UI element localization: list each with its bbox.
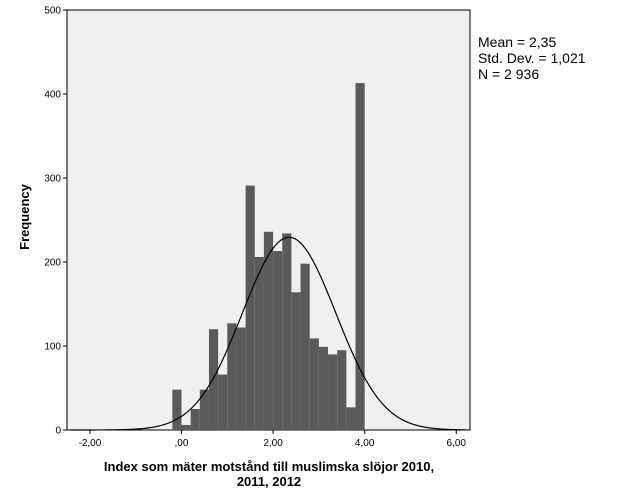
y-tick-label: 0 [55, 426, 61, 437]
stat-std-dev: Std. Dev. = 1,021 [478, 50, 586, 66]
histogram-bar [254, 256, 264, 430]
histogram-bar [218, 374, 228, 430]
y-axis: 0 100 200 300 400 500 [44, 6, 67, 437]
x-tick-label: 2,00 [263, 438, 283, 449]
histogram-bar [355, 83, 365, 430]
x-tick-label: 4,00 [355, 438, 375, 449]
y-tick-label: 100 [44, 342, 61, 353]
histogram-bar [181, 424, 191, 430]
x-axis-title-line-1: Index som mäter motstånd till muslimska … [104, 459, 434, 474]
normal-curve [70, 236, 467, 431]
summary-statistics: Mean = 2,35 Std. Dev. = 1,021 N = 2 936 [478, 34, 586, 82]
histogram-bar [199, 389, 209, 430]
x-axis: -2,00 ,00 2,00 4,00 6,00 [78, 430, 466, 449]
x-tick-label: -2,00 [78, 438, 101, 449]
histogram-bar [172, 389, 182, 430]
histogram-bar [328, 354, 338, 430]
y-axis-title: Frequency [17, 183, 32, 250]
x-tick-label: ,00 [175, 438, 189, 449]
histogram-bar [236, 327, 246, 430]
histogram-bar [245, 185, 255, 430]
histogram-bar [273, 251, 283, 430]
stat-n: N = 2 936 [478, 66, 540, 82]
histogram-bar [263, 231, 274, 430]
histogram-bar [309, 338, 319, 430]
histogram-bar [208, 329, 219, 430]
histogram-bar [346, 407, 356, 430]
histogram-bar [190, 409, 200, 430]
y-tick-label: 400 [44, 90, 61, 101]
histogram-bar [227, 323, 237, 430]
histogram-bar [337, 350, 347, 430]
x-axis-title-line-2: 2011, 2012 [237, 474, 301, 489]
stat-mean: Mean = 2,35 [478, 34, 557, 50]
x-tick-label: 6,00 [447, 438, 467, 449]
bars-group [172, 83, 365, 430]
histogram-bar [282, 233, 292, 430]
histogram-bar [300, 263, 310, 430]
y-tick-label: 500 [44, 6, 61, 17]
y-tick-label: 200 [44, 258, 61, 269]
histogram-bar [291, 292, 301, 430]
histogram-bar [318, 346, 329, 430]
y-tick-label: 300 [44, 174, 61, 185]
